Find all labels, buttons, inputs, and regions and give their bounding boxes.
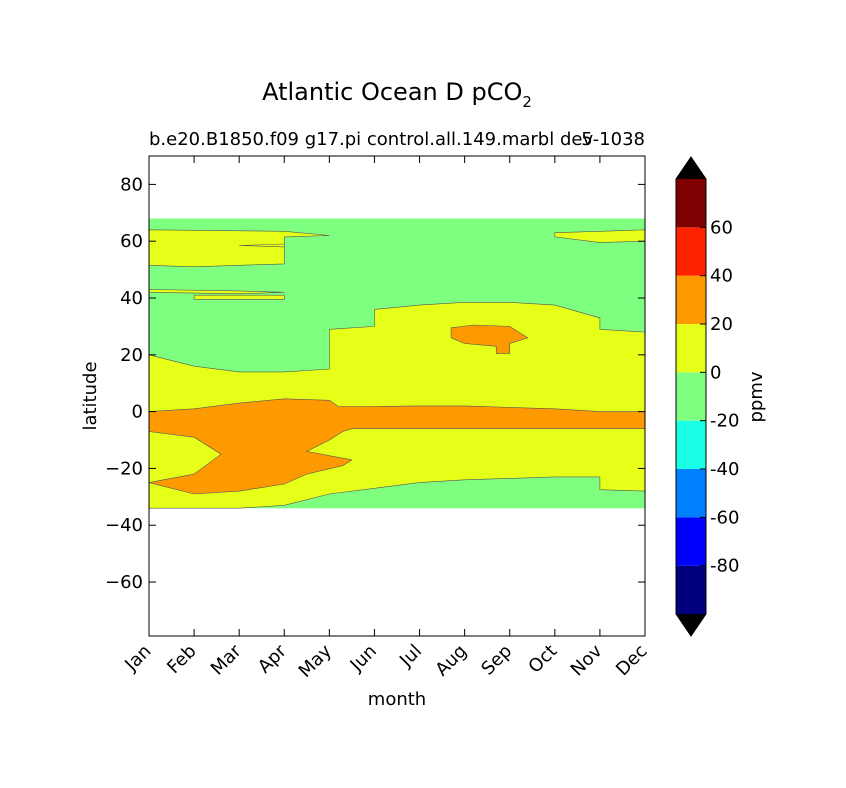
colorbar-tick-label: -40 [710,459,739,480]
colorbar-outline [675,156,707,637]
colorbar-segment [676,324,706,373]
colorbar-tick-label: 40 [710,266,733,287]
x-tick-label: Aug [431,641,471,681]
y-tick-label: 80 [120,174,143,195]
colorbar-segment [676,372,706,421]
y-tick-label: 60 [120,231,143,252]
y-tick-label: −40 [105,515,143,536]
colorbar-segment [676,565,706,614]
colorbar: 60 40 20 0 -20 -40 -60 -80 [675,156,739,637]
x-tick-label: Jan [120,641,155,676]
x-tick-label: Oct [524,641,561,678]
y-tick-label: 0 [132,402,143,423]
y-axis-label: latitude [80,361,101,430]
x-tick-label: Apr [254,640,291,677]
colorbar-tick-label: -20 [710,411,739,432]
chart-subtitle-left: b.e20.B1850.f09 g17.pi control.all.149.m… [149,129,593,150]
contour-region-high-lat-band [148,229,330,268]
x-tick-label: Nov [567,640,607,680]
x-tick-label: Feb [163,641,200,678]
chart-title-text: Atlantic Ocean D pCO [262,78,522,106]
chart-title-subscript: 2 [522,93,532,111]
x-tick-label: Jun [346,641,381,676]
colorbar-tick-label: -80 [710,556,739,577]
colorbar-tick-label: 20 [710,314,733,335]
x-axis-label: month [368,689,426,710]
colorbar-segment [676,420,706,469]
colorbar-extend-min-arrow [676,614,706,636]
x-tick-label: Sep [477,641,516,680]
colorbar-segment [676,227,706,276]
colorbar-tick-label: 60 [710,217,733,238]
colorbar-segment [676,179,706,228]
chart-subtitle-right: 5-1038 [581,129,645,150]
colorbar-segment [676,275,706,324]
x-tick-label: Dec [612,641,651,680]
contour-region-mid-lat-strip-2 [193,294,285,300]
colorbar-extend-max-arrow [676,157,706,179]
plot-frame [148,155,646,637]
colorbar-label: ppmv [746,371,767,422]
colorbar-segment [676,469,706,518]
y-tick-label: 40 [120,288,143,309]
y-axis: 80 60 40 20 0 −20 −40 −60 [105,174,645,593]
x-tick-label: Jul [395,641,426,672]
chart-title: Atlantic Ocean D pCO2 [262,78,532,111]
colorbar-tick-label: 0 [710,362,721,383]
x-tick-label: Mar [207,640,246,679]
y-tick-label: −60 [105,572,143,593]
x-tick-label: May [295,640,336,681]
contour-region-subtropical-patch [450,324,529,354]
contour-region-equatorial-tongue [148,398,646,495]
colorbar-tick-label: -60 [710,507,739,528]
y-tick-label: −20 [105,458,143,479]
colorbar-segment [676,517,706,566]
y-tick-label: 20 [120,345,143,366]
plot-area [148,218,646,509]
